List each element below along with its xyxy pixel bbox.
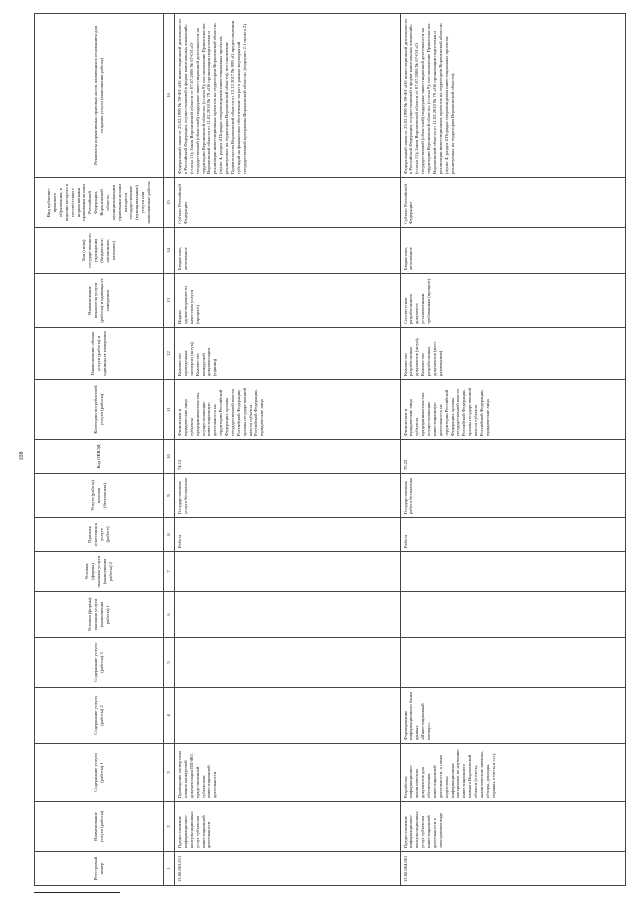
column-number: 8 <box>163 517 175 552</box>
cell-content-3 <box>400 637 626 688</box>
column-number: 9 <box>163 473 175 518</box>
column-number: 11 <box>163 379 175 440</box>
cell-content-1: Проведение экспертизы планов конкурсной … <box>174 743 400 802</box>
header-content-2: Содержание услуги (работы) 2 <box>34 687 164 744</box>
cell-public-entity: Субъект Российской Федерации <box>400 177 626 228</box>
header-consumers: Категории потребителей услуги (работы) <box>34 379 164 440</box>
column-number: 5 <box>163 637 175 688</box>
header-type-flag: Признак отнесения к услуге (работе) <box>34 517 164 552</box>
cell-institution-type: Бюджетное, автономное <box>400 227 626 274</box>
column-number: 4 <box>163 687 175 744</box>
cell-okved: 70.22 <box>400 439 626 474</box>
header-legal-acts: Реквизиты нормативных правовых актов, яв… <box>34 13 164 178</box>
table-row: 13.00.003.011 Предоставление информацион… <box>174 13 400 886</box>
registry-table-container: Реестровый номер Наименование услуги (ра… <box>34 13 626 886</box>
header-volume: Наименование объема услуги (работы) и ед… <box>34 327 164 380</box>
column-number: 2 <box>163 801 175 852</box>
cell-type-flag: Работа <box>400 517 626 552</box>
column-number: 16 <box>163 13 175 178</box>
cell-content-3 <box>174 637 400 688</box>
footnote-divider <box>34 892 120 893</box>
column-number: 13 <box>163 273 175 328</box>
cell-institution-type: Бюджетное, автономное <box>174 227 400 274</box>
cell-service-name: Предоставление информационно-консультаци… <box>174 801 400 852</box>
cell-service-name: Предоставление информационно-консультаци… <box>400 801 626 852</box>
table-row: 13.00.004.001 Предоставление информацион… <box>400 13 626 886</box>
cell-legal-acts: Федеральный закон от 25.02.1999 № 39-ФЗ … <box>174 13 400 178</box>
header-registry-number: Реестровый номер <box>34 851 164 886</box>
cell-consumers: Физические и юридические лица субъекты п… <box>400 379 626 440</box>
header-service-name: Наименование услуги (работы) <box>34 801 164 852</box>
column-number: 10 <box>163 439 175 474</box>
column-number: 14 <box>163 227 175 274</box>
header-paid-free: Услуга (работа) платная (бесплатная) <box>34 473 164 518</box>
cell-volume: Количество разработанных документов (шту… <box>400 327 626 380</box>
cell-conditions-1 <box>174 591 400 638</box>
header-okved: Код ОКВЭД <box>34 439 164 474</box>
cell-content-2 <box>174 687 400 744</box>
header-conditions-1: Условия (формы) оказания услуги (выполне… <box>34 591 164 638</box>
cell-content-2: Формирование информационного банка данны… <box>400 687 626 744</box>
header-content-1: Содержание услуги (работы) 1 <box>34 743 164 802</box>
cell-type-flag: Работа <box>174 517 400 552</box>
cell-conditions-1 <box>400 591 626 638</box>
header-row: Реестровый номер Наименование услуги (ра… <box>34 13 164 886</box>
cell-conditions-2 <box>174 551 400 592</box>
header-institution-type: Тип (типы) государственного учреждения (… <box>34 227 164 274</box>
header-content-3: Содержание услуги (работы) 3 <box>34 637 164 688</box>
cell-public-entity: Субъект Российской Федерации <box>174 177 400 228</box>
cell-okved: 74.12 <box>174 439 400 474</box>
cell-legal-acts: Федеральный закон от 25.02.1999 № 39-ФЗ … <box>400 13 626 178</box>
cell-indicator: Индекс удовлетворенности качеством услуг… <box>174 273 400 328</box>
column-number: 6 <box>163 591 175 638</box>
column-number: 15 <box>163 177 175 228</box>
cell-volume: Количество проведенных экспертиз (штук);… <box>174 327 400 380</box>
services-registry-table: Реестровый номер Наименование услуги (ра… <box>34 13 626 886</box>
cell-paid-free: Государственная работа бесплатная <box>400 473 626 518</box>
cell-conditions-2 <box>400 551 626 592</box>
cell-content-1: Разработка информационно-аналитических д… <box>400 743 626 802</box>
header-indicator: Наименование показателя услуги (работы) … <box>34 273 164 328</box>
cell-registry-number: 13.00.003.011 <box>174 851 400 886</box>
column-number: 3 <box>163 743 175 802</box>
column-number: 12 <box>163 327 175 380</box>
header-public-entity: Вид публично-правового образования, в ве… <box>34 177 164 228</box>
cell-paid-free: Государственная услуга бесплатная <box>174 473 400 518</box>
page-number: 108 <box>19 451 25 461</box>
column-number-row: 1 2 3 4 5 6 7 8 9 10 11 12 13 14 15 16 <box>163 13 175 886</box>
header-conditions-2: Условия (формы) оказания услуги (выполне… <box>34 551 164 592</box>
column-number: 7 <box>163 551 175 592</box>
cell-indicator: Соответствие разработанного документа ус… <box>400 273 626 328</box>
cell-registry-number: 13.00.004.001 <box>400 851 626 886</box>
column-number: 1 <box>163 851 175 886</box>
cell-consumers: Физические и юридические лица субъекты п… <box>174 379 400 440</box>
